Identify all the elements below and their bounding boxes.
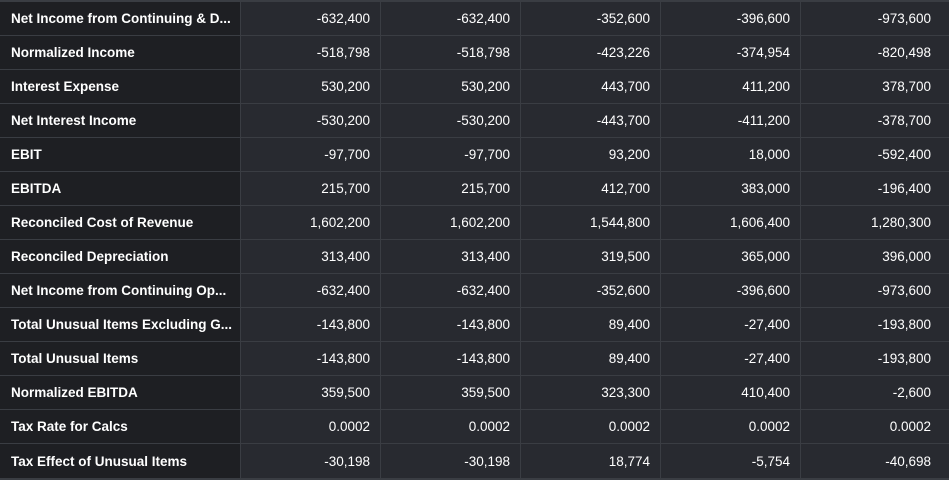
value-cell: -143,800 — [241, 308, 381, 341]
value-cell: -374,954 — [661, 36, 801, 69]
value-cell: 18,000 — [661, 138, 801, 171]
value-cell: 410,400 — [661, 376, 801, 409]
table-row: Normalized EBITDA 359,500 359,500 323,300 41… — [0, 376, 949, 410]
value-cell: 359,500 — [241, 376, 381, 409]
value-cell: 93,200 — [521, 138, 661, 171]
value-cell: 396,000 — [801, 240, 949, 273]
value-cell: -518,798 — [381, 36, 521, 69]
value-cell: -143,800 — [381, 342, 521, 375]
table-row: Reconciled Depreciation 313,400 313,400 319… — [0, 240, 949, 274]
table-row: Total Unusual Items -143,800 -143,800 89,40… — [0, 342, 949, 376]
value-cell: 1,602,200 — [381, 206, 521, 239]
value-cell: 215,700 — [381, 172, 521, 205]
table-row: Interest Expense 530,200 530,200 443,700 411… — [0, 70, 949, 104]
value-cell: -193,800 — [801, 308, 949, 341]
value-cell: 1,280,300 — [801, 206, 949, 239]
row-label: EBIT — [0, 138, 241, 171]
table-row: Net Income from Continuing Op... -632,400… — [0, 274, 949, 308]
value-cell: -592,400 — [801, 138, 949, 171]
row-label: Reconciled Depreciation — [0, 240, 241, 273]
value-cell: 530,200 — [381, 70, 521, 103]
value-cell: -196,400 — [801, 172, 949, 205]
value-cell: 0.0002 — [241, 410, 381, 443]
value-cell: 1,544,800 — [521, 206, 661, 239]
table-row: EBIT -97,700 -97,700 93,200 18,000 -592,400 — [0, 138, 949, 172]
value-cell: 443,700 — [521, 70, 661, 103]
table-row: Net Income from Continuing & D... -632,40… — [0, 2, 949, 36]
value-cell: 383,000 — [661, 172, 801, 205]
value-cell: -352,600 — [521, 2, 661, 35]
value-cell: 18,774 — [521, 444, 661, 478]
row-label: Normalized Income — [0, 36, 241, 69]
row-label: Net Income from Continuing Op... — [0, 274, 241, 307]
row-label: EBITDA — [0, 172, 241, 205]
row-label: Total Unusual Items Excluding G... — [0, 308, 241, 341]
value-cell: 215,700 — [241, 172, 381, 205]
table-row: Normalized Income -518,798 -518,798 -423,22… — [0, 36, 949, 70]
row-label: Interest Expense — [0, 70, 241, 103]
value-cell: -632,400 — [241, 274, 381, 307]
value-cell: 412,700 — [521, 172, 661, 205]
value-cell: 0.0002 — [801, 410, 949, 443]
value-cell: -423,226 — [521, 36, 661, 69]
row-label: Tax Effect of Unusual Items — [0, 444, 241, 478]
value-cell: 89,400 — [521, 342, 661, 375]
table-row: Total Unusual Items Excluding G... -143,8… — [0, 308, 949, 342]
value-cell: -5,754 — [661, 444, 801, 478]
value-cell: 378,700 — [801, 70, 949, 103]
value-cell: -352,600 — [521, 274, 661, 307]
value-cell: -396,600 — [661, 2, 801, 35]
value-cell: -40,698 — [801, 444, 949, 478]
table-row: Tax Rate for Calcs 0.0002 0.0002 0.0002 0.00… — [0, 410, 949, 444]
value-cell: -27,400 — [661, 342, 801, 375]
value-cell: 1,606,400 — [661, 206, 801, 239]
value-cell: -973,600 — [801, 2, 949, 35]
value-cell: 313,400 — [241, 240, 381, 273]
value-cell: -632,400 — [381, 2, 521, 35]
value-cell: 359,500 — [381, 376, 521, 409]
value-cell: 530,200 — [241, 70, 381, 103]
value-cell: -143,800 — [381, 308, 521, 341]
value-cell: 0.0002 — [381, 410, 521, 443]
value-cell: -30,198 — [241, 444, 381, 478]
value-cell: -2,600 — [801, 376, 949, 409]
value-cell: 411,200 — [661, 70, 801, 103]
value-cell: -27,400 — [661, 308, 801, 341]
table-row: Net Interest Income -530,200 -530,200 -443,… — [0, 104, 949, 138]
value-cell: 89,400 — [521, 308, 661, 341]
row-label: Net Income from Continuing & D... — [0, 2, 241, 35]
value-cell: 365,000 — [661, 240, 801, 273]
value-cell: -30,198 — [381, 444, 521, 478]
value-cell: 313,400 — [381, 240, 521, 273]
value-cell: -530,200 — [241, 104, 381, 137]
row-label: Tax Rate for Calcs — [0, 410, 241, 443]
value-cell: -396,600 — [661, 274, 801, 307]
value-cell: 1,602,200 — [241, 206, 381, 239]
value-cell: 323,300 — [521, 376, 661, 409]
value-cell: -632,400 — [381, 274, 521, 307]
value-cell: 0.0002 — [521, 410, 661, 443]
table-row: EBITDA 215,700 215,700 412,700 383,000 -196,4… — [0, 172, 949, 206]
value-cell: -530,200 — [381, 104, 521, 137]
value-cell: -143,800 — [241, 342, 381, 375]
table-row: Tax Effect of Unusual Items -30,198 -30,19… — [0, 444, 949, 478]
value-cell: -411,200 — [661, 104, 801, 137]
value-cell: 0.0002 — [661, 410, 801, 443]
row-label: Reconciled Cost of Revenue — [0, 206, 241, 239]
row-label: Total Unusual Items — [0, 342, 241, 375]
value-cell: -632,400 — [241, 2, 381, 35]
table-row: Reconciled Cost of Revenue 1,602,200 1,602… — [0, 206, 949, 240]
value-cell: -443,700 — [521, 104, 661, 137]
row-label: Normalized EBITDA — [0, 376, 241, 409]
row-label: Net Interest Income — [0, 104, 241, 137]
value-cell: -193,800 — [801, 342, 949, 375]
value-cell: -973,600 — [801, 274, 949, 307]
value-cell: 319,500 — [521, 240, 661, 273]
value-cell: -97,700 — [241, 138, 381, 171]
value-cell: -97,700 — [381, 138, 521, 171]
value-cell: -518,798 — [241, 36, 381, 69]
value-cell: -378,700 — [801, 104, 949, 137]
value-cell: -820,498 — [801, 36, 949, 69]
